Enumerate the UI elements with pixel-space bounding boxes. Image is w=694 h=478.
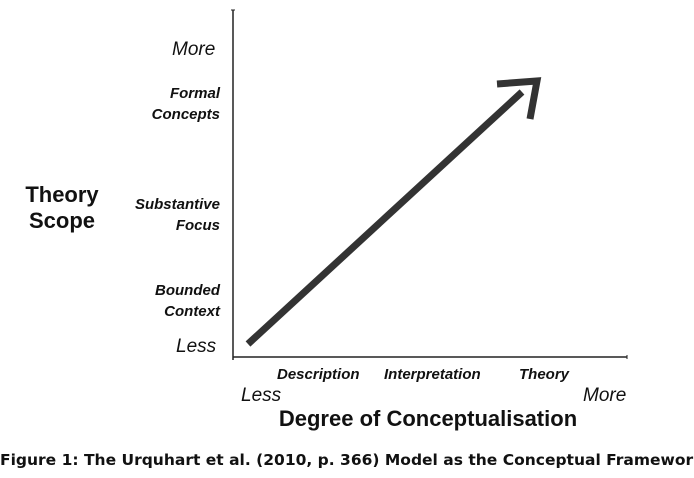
y-level-substantive-focus-line-2: Focus: [175, 217, 220, 234]
x-axis-title: Degree of Conceptualisation: [278, 406, 578, 431]
x-level-interpretation: Interpretation: [384, 366, 481, 383]
y-axis-title: Theory Scope: [12, 182, 112, 234]
y-level-formal-concepts: Formal Concepts: [110, 83, 220, 125]
progression-arrow-head: [496, 77, 542, 120]
x-axis-more-label: More: [583, 385, 627, 406]
x-level-theory: Theory: [519, 366, 570, 383]
progression-arrow-shaft: [245, 89, 525, 347]
y-level-substantive-focus-line-1: Substantive: [134, 196, 220, 213]
y-level-bounded-context-line-1: Bounded: [155, 282, 220, 299]
y-axis-title-line-2: Scope: [28, 208, 96, 233]
x-level-description: Description: [277, 366, 360, 383]
figure-caption: Figure 1: The Urquhart et al. (2010, p. …: [0, 451, 694, 469]
y-axis-less-label: Less: [176, 336, 217, 357]
x-axis-less-label: Less: [241, 385, 282, 406]
y-axis-more-label: More: [172, 39, 216, 60]
y-level-substantive-focus: Substantive Focus: [110, 194, 220, 236]
y-level-formal-concepts-line-2: Concepts: [151, 106, 220, 123]
y-axis-title-line-1: Theory: [25, 182, 99, 207]
y-level-bounded-context-line-2: Context: [164, 303, 220, 320]
y-level-formal-concepts-line-1: Formal: [169, 85, 220, 102]
y-level-bounded-context: Bounded Context: [110, 280, 220, 322]
